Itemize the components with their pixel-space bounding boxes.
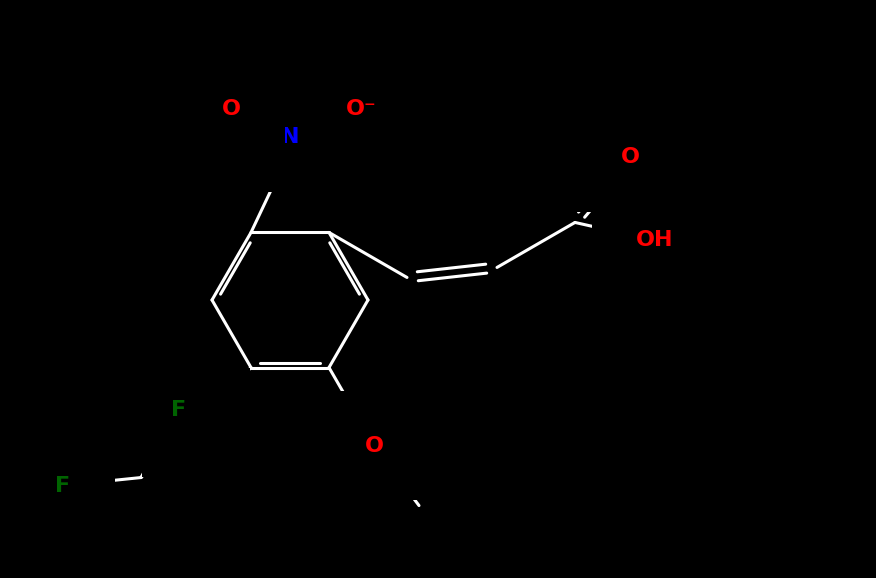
Text: O: O xyxy=(620,147,639,168)
Text: OH: OH xyxy=(636,231,674,250)
Text: O⁻: O⁻ xyxy=(346,99,377,120)
Text: O: O xyxy=(187,413,206,432)
Text: O: O xyxy=(364,436,384,455)
Text: N⁺: N⁺ xyxy=(281,128,311,147)
Text: F: F xyxy=(55,476,71,495)
Text: F: F xyxy=(172,399,187,420)
Text: O: O xyxy=(222,99,241,120)
